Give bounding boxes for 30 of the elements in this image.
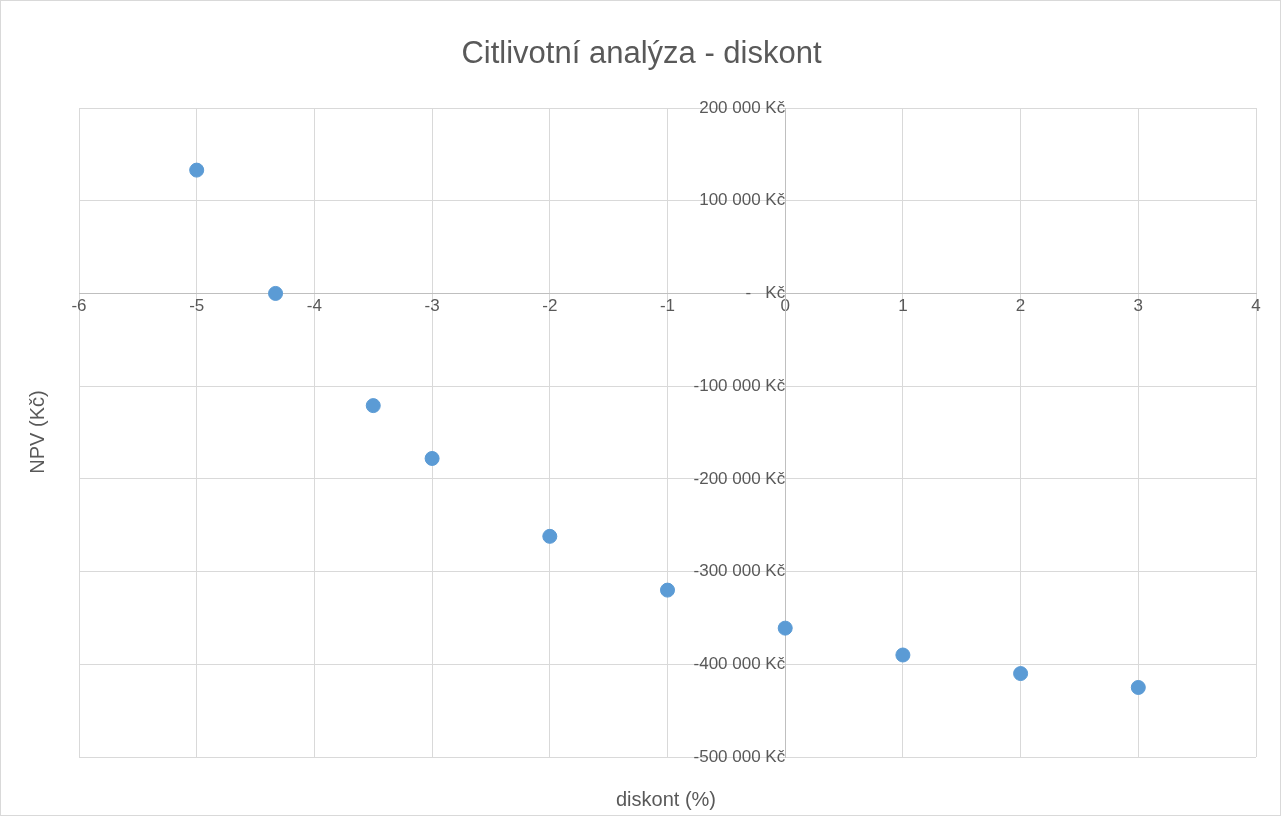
x-tick-label: -1	[659, 296, 676, 316]
point	[1013, 666, 1029, 682]
point	[895, 647, 911, 663]
y-tick-label: 100 000 Kč	[699, 190, 786, 210]
x-tick-label: -2	[542, 296, 558, 316]
y-tick-label: 200 000 Kč	[699, 97, 786, 117]
y-tick-label: -200 000 Kč	[693, 468, 786, 488]
point	[365, 398, 381, 414]
y-axis-title: NPV (Kč)	[25, 390, 49, 474]
x-tick-label: -4	[306, 296, 322, 316]
y-tick-label: -300 000 Kč	[693, 561, 786, 581]
point	[777, 620, 793, 636]
point	[542, 528, 558, 544]
y-tick-label: -500 000 Kč	[693, 746, 786, 766]
x-tick-label: 3	[1133, 296, 1144, 316]
x-tick-label: -3	[424, 296, 440, 316]
point	[1130, 679, 1146, 695]
chart-title: Citlivotní analýza - diskont	[460, 35, 823, 71]
point	[660, 582, 675, 598]
point	[189, 162, 205, 178]
x-axis-title: diskont (%)	[615, 788, 717, 811]
y-tick-label: -400 000 Kč	[693, 653, 786, 673]
x-tick-label: -6	[71, 296, 87, 316]
x-tick-label: 1	[898, 296, 908, 316]
x-tick-label: 4	[1251, 296, 1261, 316]
x-tick-label: -5	[189, 296, 205, 316]
x-tick-label: 2	[1015, 296, 1026, 316]
point	[424, 450, 440, 466]
y-tick-label: -100 000 Kč	[693, 375, 786, 395]
point	[268, 285, 284, 301]
